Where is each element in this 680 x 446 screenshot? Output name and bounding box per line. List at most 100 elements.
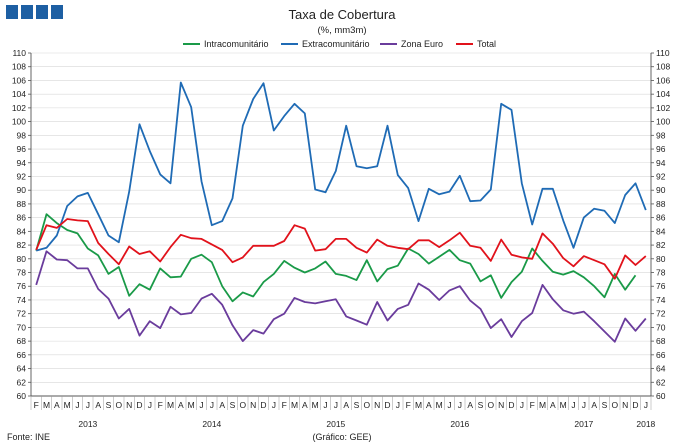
- x-tick-label: A: [178, 400, 184, 410]
- x-tick-label: M: [415, 400, 422, 410]
- grid-lines: [31, 52, 651, 383]
- year-label: 2013: [78, 419, 97, 429]
- x-tick-label: N: [126, 400, 132, 410]
- chart-subtitle: (%, mm3m): [317, 25, 366, 36]
- x-tick-label: A: [219, 400, 225, 410]
- y-tick-label: 84: [17, 226, 27, 236]
- x-tick-label: D: [136, 400, 142, 410]
- y-tick-label: 110: [12, 48, 26, 58]
- y-tick-label-right: 76: [656, 281, 666, 291]
- legend-label: Total: [477, 39, 496, 49]
- x-tick-label: F: [282, 400, 287, 410]
- x-tick-label: D: [508, 400, 514, 410]
- y-tick-label-right: 74: [656, 295, 666, 305]
- y-tick-label: 94: [17, 158, 27, 168]
- x-tick-label: J: [396, 400, 400, 410]
- x-tick-label: A: [591, 400, 597, 410]
- y-tick-label-right: 88: [656, 199, 666, 209]
- x-tick-label: M: [539, 400, 546, 410]
- x-tick-label: M: [291, 400, 298, 410]
- gee-logo: [6, 5, 63, 19]
- x-tick-label: J: [644, 400, 648, 410]
- y-tick-label-right: 78: [656, 268, 666, 278]
- y-tick-label-right: 102: [656, 103, 670, 113]
- x-tick-label: J: [199, 400, 203, 410]
- y-tick-label: 88: [17, 199, 27, 209]
- y-tick-label-right: 108: [656, 62, 670, 72]
- chart-legend: Intracomunitário Extracomunitário Zona Eur…: [183, 39, 496, 49]
- x-tick-label: J: [210, 400, 214, 410]
- y-tick-label: 98: [17, 130, 27, 140]
- x-tick-label: M: [436, 400, 443, 410]
- x-tick-label: M: [560, 400, 567, 410]
- x-tick-label: J: [75, 400, 79, 410]
- x-tick-label: J: [334, 400, 338, 410]
- x-tick-label: J: [86, 400, 90, 410]
- y-tick-label-right: 80: [656, 254, 666, 264]
- year-label: 2018: [636, 419, 655, 429]
- y-tick-label: 90: [17, 185, 27, 195]
- x-tick-label: D: [632, 400, 638, 410]
- y-tick-label: 60: [17, 391, 27, 401]
- y-tick-label-right: 90: [656, 185, 666, 195]
- series-line-extracomunitario: [35, 81, 647, 252]
- y-tick-label: 74: [17, 295, 27, 305]
- x-tick-label: J: [148, 400, 152, 410]
- x-tick-label: F: [530, 400, 535, 410]
- y-tick-label: 102: [12, 103, 26, 113]
- y-tick-label: 86: [17, 213, 27, 223]
- x-tick-label: S: [106, 400, 112, 410]
- x-tick-label: O: [488, 400, 495, 410]
- x-tick-label: J: [458, 400, 462, 410]
- axes: 60 60 62 62 64 64 66 66 68 68 70 70 72 72 74 74 76 76 78 78…: [12, 48, 671, 429]
- x-tick-label: A: [54, 400, 60, 410]
- y-tick-label: 76: [17, 281, 27, 291]
- x-tick-label: S: [602, 400, 608, 410]
- y-tick-label-right: 62: [656, 377, 666, 387]
- y-tick-label-right: 84: [656, 226, 666, 236]
- y-tick-label: 66: [17, 350, 27, 360]
- y-tick-label-right: 82: [656, 240, 666, 250]
- y-tick-label: 70: [17, 322, 27, 332]
- legend-label: Zona Euro: [401, 39, 443, 49]
- y-tick-label: 68: [17, 336, 27, 346]
- legend-label: Extracomunitário: [302, 39, 370, 49]
- y-tick-label-right: 106: [656, 75, 670, 85]
- y-tick-label: 64: [17, 364, 27, 374]
- x-tick-label: A: [343, 400, 349, 410]
- y-tick-label: 104: [12, 89, 26, 99]
- x-tick-label: M: [188, 400, 195, 410]
- graph-credit: (Gráfico: GEE): [312, 432, 371, 442]
- x-tick-label: J: [582, 400, 586, 410]
- y-tick-label-right: 92: [656, 171, 666, 181]
- x-tick-label: A: [302, 400, 308, 410]
- y-tick-label: 100: [12, 117, 26, 127]
- x-tick-label: N: [374, 400, 380, 410]
- y-tick-label-right: 60: [656, 391, 666, 401]
- y-tick-label-right: 94: [656, 158, 666, 168]
- x-tick-label: J: [323, 400, 327, 410]
- x-tick-label: D: [384, 400, 390, 410]
- y-tick-label-right: 104: [656, 89, 670, 99]
- source-note: Fonte: INE: [7, 432, 50, 442]
- x-tick-label: M: [312, 400, 319, 410]
- x-tick-label: D: [260, 400, 266, 410]
- series-lines: [35, 81, 647, 343]
- year-label: 2014: [202, 419, 221, 429]
- y-tick-label-right: 64: [656, 364, 666, 374]
- y-tick-label-right: 98: [656, 130, 666, 140]
- x-tick-label: N: [622, 400, 628, 410]
- x-tick-label: N: [250, 400, 256, 410]
- x-tick-label: S: [354, 400, 360, 410]
- y-tick-label-right: 110: [656, 48, 670, 58]
- year-label: 2015: [326, 419, 345, 429]
- y-tick-label-right: 66: [656, 350, 666, 360]
- x-tick-label: J: [520, 400, 524, 410]
- x-tick-label: F: [34, 400, 39, 410]
- y-tick-label-right: 70: [656, 322, 666, 332]
- x-tick-label: J: [447, 400, 451, 410]
- y-tick-label: 78: [17, 268, 27, 278]
- x-tick-label: N: [498, 400, 504, 410]
- x-tick-label: F: [158, 400, 163, 410]
